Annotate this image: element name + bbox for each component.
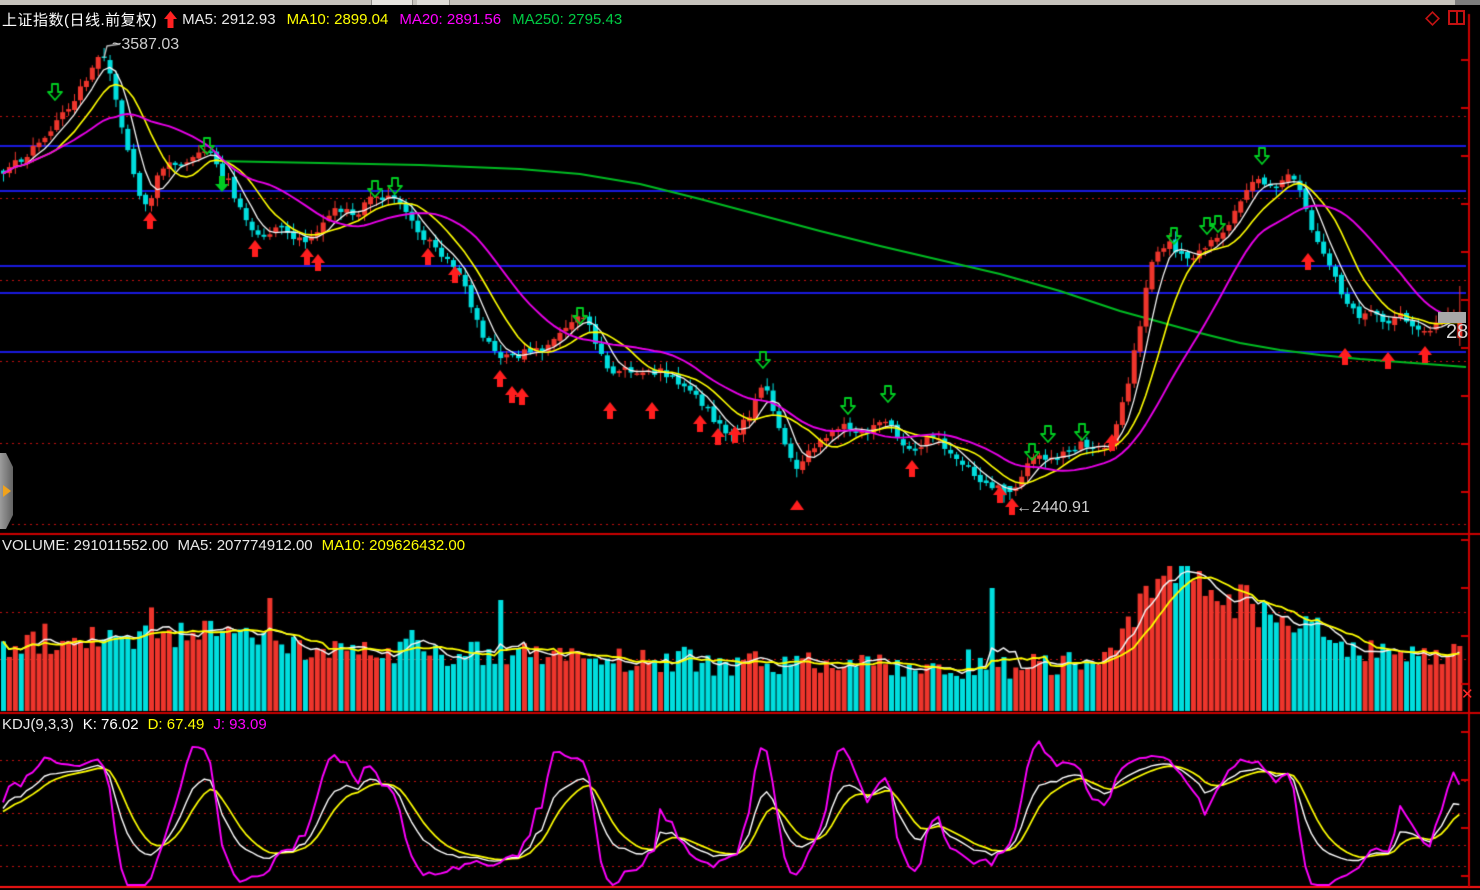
chart-corner-tools [1418, 6, 1470, 30]
volume-header: VOLUME: 291011552.00 MA5: 207774912.00 MA1… [2, 537, 474, 554]
trend-up-arrow-icon [164, 10, 178, 28]
ma-values-row: MA5: 2912.93 MA10: 2899.04 MA20: 2891.56 MA… [182, 11, 633, 28]
top-edge-corner [1455, 0, 1480, 5]
side-panel-handle[interactable] [0, 453, 13, 529]
indicator-label: MA5: 207774912.00 [177, 537, 313, 554]
indicator-label: VOLUME: 291011552.00 [2, 537, 169, 554]
close-indicator-icon[interactable]: ✕ [1461, 686, 1474, 703]
indicator-label: MA10: 2899.04 [286, 10, 389, 28]
price-axis-label: 28 [1446, 321, 1469, 343]
high-price-annotation: ~3587.03 [112, 36, 180, 53]
indicator-label: K: 76.02 [82, 716, 139, 733]
indicator-label: MA10: 209626432.00 [321, 537, 466, 554]
indicator-label: J: 93.09 [213, 716, 267, 733]
indicator-label: MA20: 2891.56 [399, 10, 502, 28]
indicator-label: MA250: 2795.43 [512, 10, 623, 28]
window-top-edge [0, 0, 1455, 5]
top-edge-notch [371, 0, 413, 5]
low-price-annotation: ←2440.91 [1016, 499, 1090, 516]
expand-right-icon [3, 485, 11, 497]
kdj-header: KDJ(9,3,3) K: 76.02 D: 67.49 J: 93.09 [2, 716, 276, 733]
top-edge-notch [417, 0, 450, 5]
diamond-marker-icon[interactable] [1421, 6, 1443, 30]
main-chart-header: 上证指数(日线.前复权) MA5: 2912.93 MA10: 2899.04 MA… [2, 9, 633, 29]
indicator-label: KDJ(9,3,3) [2, 716, 74, 733]
last-price-tag [1438, 312, 1466, 323]
indicator-label: D: 67.49 [147, 716, 205, 733]
symbol-title: 上证指数(日线.前复权) [2, 11, 158, 29]
indicator-label: MA5: 2912.93 [182, 10, 276, 28]
window-restore-icon[interactable] [1446, 6, 1470, 30]
